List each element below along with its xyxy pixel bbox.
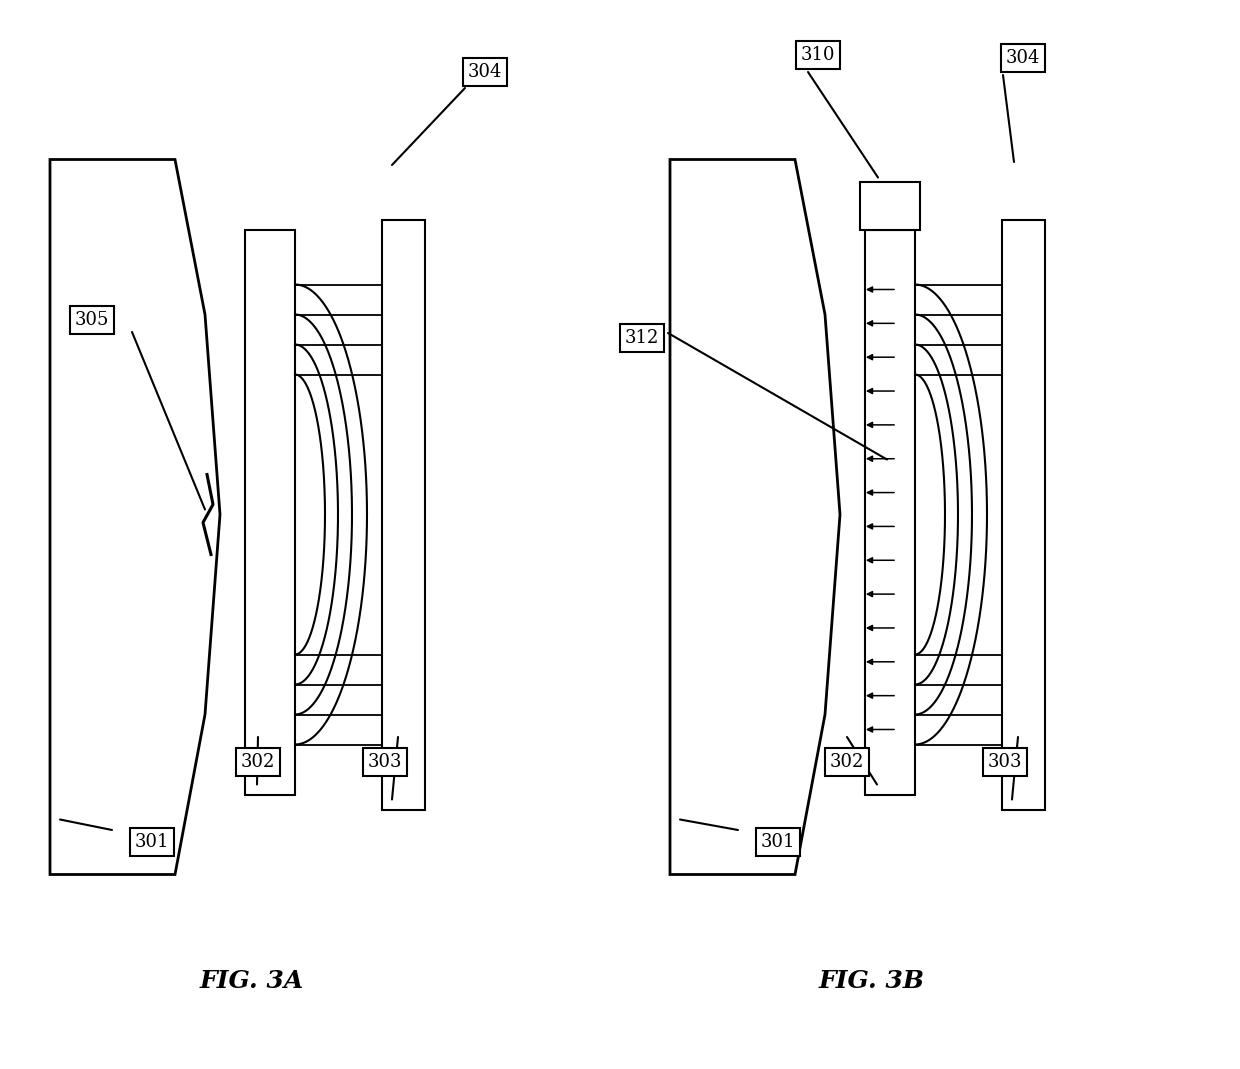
- Bar: [866, 230, 915, 794]
- Text: 301: 301: [135, 833, 169, 851]
- Bar: [382, 219, 425, 809]
- Polygon shape: [670, 159, 839, 874]
- Polygon shape: [50, 159, 219, 874]
- Bar: [1002, 219, 1045, 809]
- Text: 302: 302: [241, 753, 275, 771]
- Text: 310: 310: [801, 46, 836, 64]
- Text: 304: 304: [467, 63, 502, 81]
- Text: FIG. 3A: FIG. 3A: [200, 969, 304, 993]
- Bar: [246, 230, 295, 794]
- Text: 302: 302: [830, 753, 864, 771]
- Text: 304: 304: [1006, 49, 1040, 67]
- Text: 312: 312: [625, 329, 660, 347]
- Text: 305: 305: [74, 311, 109, 329]
- Text: 303: 303: [988, 753, 1022, 771]
- Text: 301: 301: [761, 833, 795, 851]
- Text: FIG. 3B: FIG. 3B: [818, 969, 925, 993]
- Bar: [861, 182, 920, 230]
- Text: 303: 303: [368, 753, 402, 771]
